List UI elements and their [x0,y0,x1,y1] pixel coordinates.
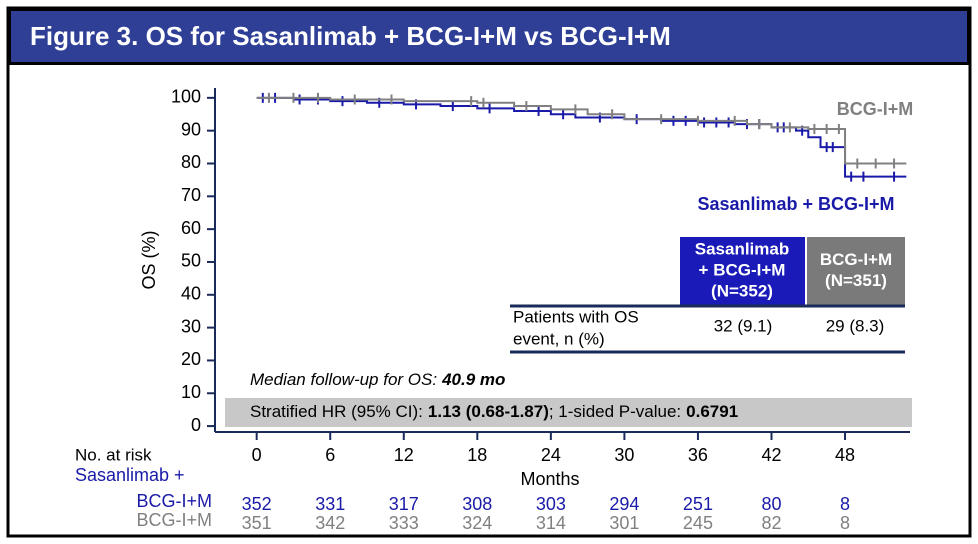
median-value: 40.9 mo [441,370,505,389]
x-tick-label: 0 [252,445,262,465]
header-text: (N=351) [825,271,887,290]
y-tick-label: 40 [181,284,201,304]
x-tick-label: 18 [467,445,487,465]
p-value: 0.6791 [686,402,738,421]
header-text: BCG-I+M [820,250,892,269]
risk-group-label: BCG-I+M [136,510,212,530]
risk-count: 308 [462,494,492,514]
x-tick-label: 6 [325,445,335,465]
x-tick-label: 36 [688,445,708,465]
y-tick-label: 20 [181,349,201,369]
y-tick-label: 90 [181,119,201,139]
x-axis-label: Months [520,469,579,489]
risk-count: 352 [242,494,272,514]
y-tick-label: 80 [181,152,201,172]
x-tick-label: 48 [835,445,855,465]
header-text: + BCG-I+M [699,260,786,279]
hr-label: Stratified HR (95% CI): [250,402,423,421]
x-tick-label: 42 [761,445,781,465]
header-text: (N=352) [711,281,773,300]
risk-count: 80 [761,494,781,514]
median-label: Median follow-up for OS: [250,370,437,389]
x-tick-label: 24 [541,445,561,465]
y-axis-label: OS (%) [139,230,159,289]
x-tick-label: 12 [394,445,414,465]
header-text: Sasanlimab [695,239,790,258]
hr-text: Stratified HR (95% CI): 1.13 (0.68-1.87);… [250,402,738,421]
risk-group-label: BCG-I+M [136,491,212,511]
risk-count: 351 [242,513,272,533]
row-label: Patients with OS [513,307,639,326]
km-curve [256,96,907,165]
risk-count: 8 [840,494,850,514]
risk-count: 301 [609,513,639,533]
y-tick-label: 10 [181,382,201,402]
risk-count: 303 [536,494,566,514]
curve-label: BCG-I+M [837,99,914,119]
risk-count: 314 [536,513,566,533]
row-label: event, n (%) [513,329,605,348]
table-cell: 29 (8.3) [826,316,885,335]
risk-count: 245 [683,513,713,533]
y-tick-label: 0 [191,415,201,435]
median-followup: Median follow-up for OS: 40.9 mo [250,370,505,389]
x-tick-label: 30 [614,445,634,465]
y-tick-label: 100 [171,87,201,107]
table-cell: 32 (9.1) [714,316,773,335]
y-tick-label: 50 [181,251,201,271]
risk-count: 333 [389,513,419,533]
hr-value: 1.13 (0.68-1.87) [428,402,549,421]
risk-count: 82 [761,513,781,533]
y-tick-label: 60 [181,218,201,238]
risk-count: 317 [389,494,419,514]
risk-count: 342 [315,513,345,533]
risk-count: 331 [315,494,345,514]
header-cell [807,237,905,305]
title-bar [8,8,970,65]
y-tick-label: 30 [181,316,201,336]
title: Figure 3. OS for Sasanlimab + BCG-I+M vs… [30,21,671,51]
risk-count: 251 [683,494,713,514]
y-tick-label: 70 [181,185,201,205]
risk-title: No. at risk [75,445,152,464]
header-cell [680,237,805,305]
risk-count: 324 [462,513,492,533]
curve-label: Sasanlimab + BCG-I+M [697,194,894,214]
risk-count: 294 [609,494,639,514]
hr-band [225,398,912,427]
risk-group-label: Sasanlimab + [75,465,185,485]
p-label: ; 1-sided P-value: [549,402,681,421]
risk-count: 8 [840,513,850,533]
